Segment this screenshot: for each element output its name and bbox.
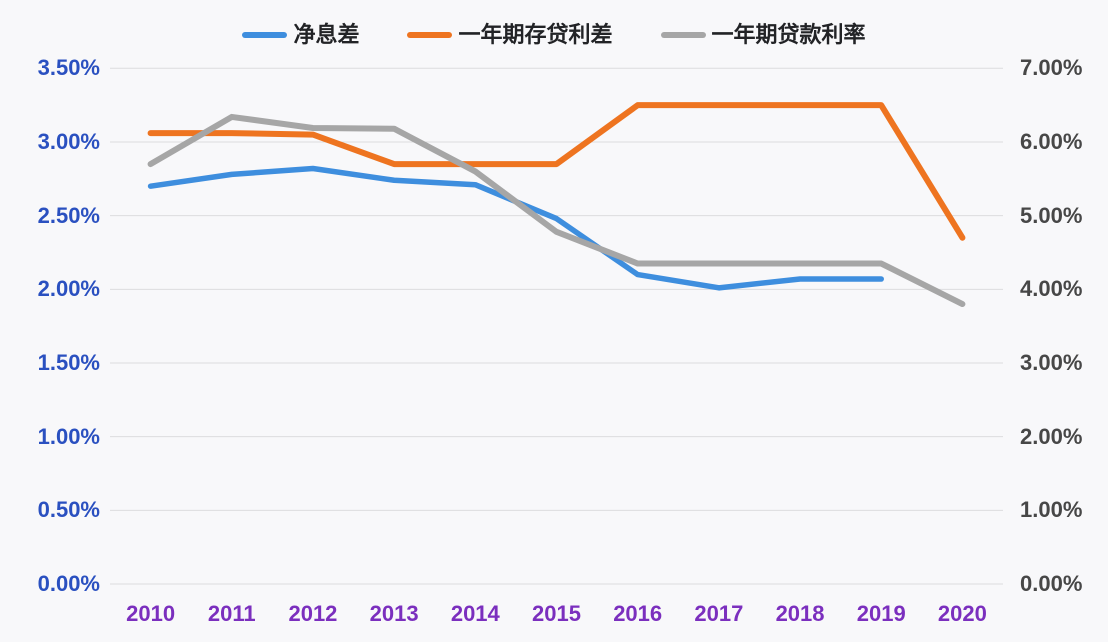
x-axis-tick-label: 2010 [126,601,176,626]
right-axis-tick-label: 6.00% [1020,128,1083,154]
left-axis-tick-label: 1.50% [37,349,100,375]
left-axis-tick-label: 1.00% [37,423,100,449]
legend-line-swatch [660,32,706,38]
x-axis-tick-label: 2019 [856,601,906,626]
series-line-0 [147,165,884,291]
left-axis-tick-label: 3.50% [37,55,100,81]
x-axis-tick-label: 2014 [450,601,500,626]
legend-line-swatch [407,32,453,38]
right-axis-tick-label: 0.00% [1020,571,1083,596]
x-axis-tick-label: 2017 [694,601,744,626]
legend-label: 净息差 [293,22,360,47]
right-axis-tick-label: 5.00% [1020,202,1083,228]
series-line-1 [147,102,966,241]
legend-label: 一年期存贷利差 [458,22,613,47]
series-line-2 [147,113,966,308]
legend: 净息差 一年期存贷利差 一年期贷款利率 [0,24,1108,46]
left-axis-tick-label: 3.00% [37,128,100,154]
x-axis-tick-label: 2018 [775,601,825,626]
right-axis-tick-label: 1.00% [1020,497,1083,523]
x-axis-tick-label: 2015 [532,601,581,626]
right-axis-tick-label: 4.00% [1020,276,1083,302]
left-axis-tick-label: 2.00% [37,276,100,302]
x-axis-tick-label: 2016 [613,601,663,626]
left-axis-tick-label: 2.50% [37,202,100,228]
x-axis-tick-label: 2011 [207,601,256,626]
left-axis-tick-label: 0.00% [37,571,100,596]
legend-line-swatch [242,32,288,38]
x-axis-tick-label: 2012 [288,601,338,626]
right-axis-tick-label: 3.00% [1020,349,1083,375]
legend-item-net-interest-margin[interactable]: 净息差 [242,24,359,46]
legend-label: 一年期贷款利率 [711,22,866,47]
legend-item-one-year-lending-rate[interactable]: 一年期贷款利率 [660,22,866,47]
legend-item-one-year-deposit-loan-spread[interactable]: 一年期存贷利差 [407,22,613,47]
left-axis-tick-label: 0.50% [37,497,100,523]
x-axis-tick-label: 2013 [369,601,419,626]
right-axis-tick-label: 7.00% [1020,55,1083,81]
x-axis-tick-label: 2020 [937,601,987,626]
right-axis-tick-label: 2.00% [1020,423,1083,449]
